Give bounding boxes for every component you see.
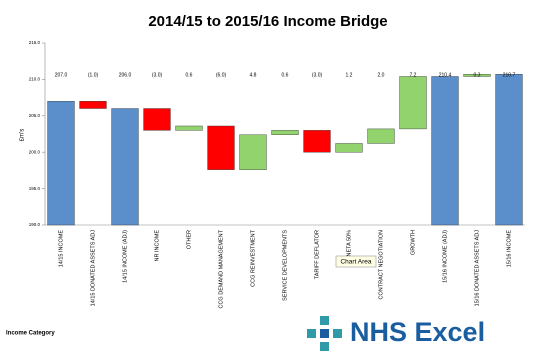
bar: [335, 143, 363, 153]
value-label: (6.0): [216, 72, 227, 78]
x-tick-label: 14/15 INCOME (ADJ): [122, 230, 128, 283]
bar: [79, 101, 107, 109]
x-tick-label: 14/15 DONATED ASSETS ADJ: [90, 230, 96, 307]
x-tick-label: OTHER: [186, 230, 192, 249]
value-label: 1.2: [346, 72, 353, 78]
bar: [431, 76, 459, 226]
x-tick-label: CCG DEMAND MANAGEMENT: [218, 229, 224, 308]
x-axis-label: Income Category: [6, 331, 55, 337]
value-label: 0.6: [282, 72, 289, 78]
value-label: 0.3: [474, 72, 481, 78]
value-label: (3.0): [152, 72, 163, 78]
bar: [175, 125, 203, 131]
chart-title: 2014/15 to 2015/16 Income Bridge: [148, 13, 387, 30]
y-tick-label: 210.0: [29, 77, 41, 82]
bar: [367, 128, 395, 144]
logo-icon: [307, 316, 342, 351]
bar: [111, 108, 139, 226]
bar: [239, 134, 267, 170]
x-tick-label: CONTRACT NEGOTIATION: [378, 230, 384, 299]
x-tick-label: 14/15 INCOME: [58, 230, 64, 268]
bar: [143, 108, 171, 131]
value-label: 210.7: [503, 72, 516, 78]
bar: [495, 74, 523, 226]
value-label: (1.0): [88, 72, 99, 78]
value-label: 2.0: [378, 72, 385, 78]
bar: [271, 130, 299, 135]
tooltip-text: Chart Area: [340, 259, 371, 266]
bar: [47, 101, 75, 226]
y-tick-label: 195.0: [29, 186, 41, 191]
y-axis-label: £m's: [20, 129, 26, 141]
x-tick-label: GROWTH: [410, 230, 416, 255]
logo: NHS Excel: [307, 316, 485, 351]
x-tick-label: 15/16 DONATED ASSETS ADJ: [474, 230, 480, 307]
bar: [303, 130, 331, 153]
x-tick-label: TARIFF DEFLATOR: [314, 230, 320, 279]
bar: [399, 76, 427, 130]
bar: [463, 74, 491, 77]
value-label: 210.4: [439, 72, 452, 78]
x-tick-label: 15/16 INCOME: [506, 230, 512, 268]
y-tick-label: 200.0: [29, 149, 41, 154]
y-tick-label: 190.0: [29, 222, 41, 227]
bar: [207, 125, 235, 170]
x-tick-label: 15/16 INCOME (ADJ): [442, 230, 448, 283]
x-tick-label: SERVICE DEVELOPMENTS: [282, 230, 288, 301]
tooltip: Chart Area: [335, 255, 377, 268]
value-label: 7.2: [410, 72, 417, 78]
value-label: (3.0): [312, 72, 323, 78]
value-label: 0.6: [186, 72, 193, 78]
tooltip-box: [335, 255, 377, 268]
x-tick-label: NETA 50%: [346, 230, 352, 257]
y-tick-label: 215.0: [29, 40, 41, 45]
x-tick-label: CCG REINVESTMENT: [250, 229, 256, 286]
y-tick-label: 205.0: [29, 113, 41, 118]
logo-text: NHS Excel: [350, 317, 485, 347]
value-label: 206.0: [119, 72, 132, 78]
value-label: 207.0: [55, 72, 68, 78]
x-tick-label: NR INCOME: [154, 230, 160, 262]
value-label: 4.8: [250, 72, 257, 78]
